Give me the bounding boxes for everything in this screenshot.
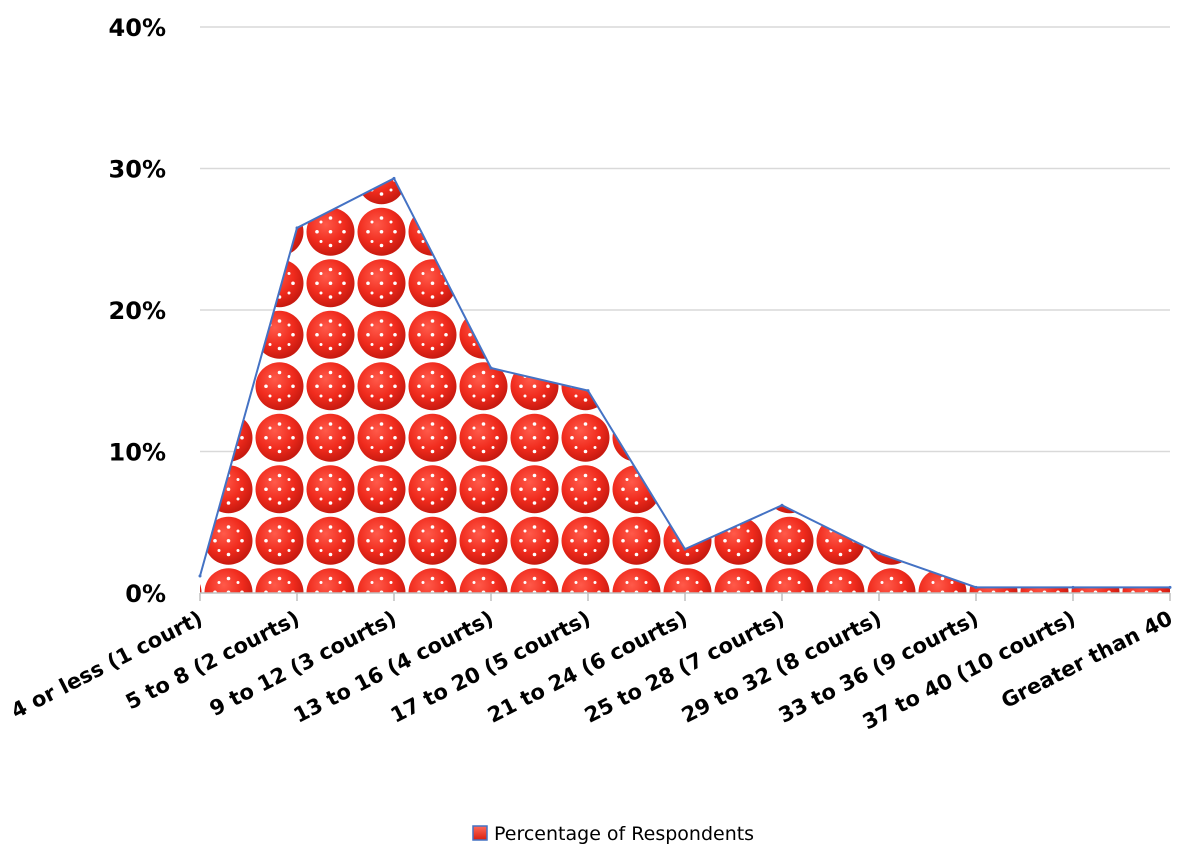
data-point <box>974 585 978 589</box>
data-point <box>1071 585 1075 589</box>
y-axis: 0% 10% 20% 30% 40% <box>109 14 166 608</box>
y-tick-label: 10% <box>109 439 166 467</box>
data-point <box>1168 585 1172 589</box>
data-point <box>683 547 687 551</box>
y-tick-label: 30% <box>109 156 166 184</box>
area-fill <box>200 178 1170 593</box>
y-tick-label: 40% <box>109 14 166 42</box>
data-point <box>295 226 299 230</box>
data-point <box>877 551 881 555</box>
legend-swatch <box>472 825 488 841</box>
series-area <box>198 176 1172 593</box>
data-point <box>392 176 396 180</box>
legend-label: Percentage of Respondents <box>494 823 754 845</box>
x-axis: 4 or less (1 court)5 to 8 (2 courts)9 to… <box>7 592 1176 734</box>
data-point <box>780 503 784 507</box>
x-tick-label: Greater than 40 <box>997 606 1176 713</box>
data-point <box>198 574 202 578</box>
data-point <box>489 366 493 370</box>
y-tick-label: 0% <box>125 580 166 608</box>
y-tick-label: 20% <box>109 297 166 325</box>
data-point <box>586 389 590 393</box>
legend: Percentage of Respondents <box>472 823 754 845</box>
